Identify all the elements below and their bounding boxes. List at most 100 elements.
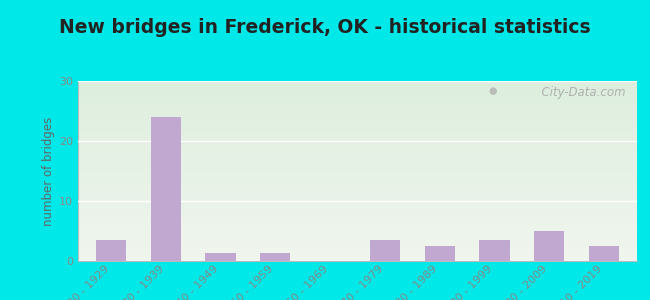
Bar [78, 182, 637, 184]
Bar [78, 157, 637, 158]
Bar [78, 153, 637, 155]
Bar [78, 241, 637, 243]
Bar [78, 117, 637, 119]
Bar [370, 240, 400, 261]
Bar [480, 240, 510, 261]
Bar [78, 256, 637, 257]
Bar [96, 240, 126, 261]
Y-axis label: number of bridges: number of bridges [42, 116, 55, 226]
Text: City-Data.com: City-Data.com [534, 86, 626, 99]
Bar [78, 229, 637, 230]
Bar [534, 231, 564, 261]
Bar [78, 247, 637, 248]
Bar [78, 124, 637, 126]
Bar [78, 166, 637, 167]
Bar [78, 252, 637, 254]
Bar [78, 185, 637, 187]
Bar [78, 92, 637, 94]
Bar [78, 101, 637, 103]
Bar [424, 246, 455, 261]
Bar [78, 184, 637, 185]
Bar [78, 234, 637, 236]
Bar [78, 140, 637, 142]
Bar [78, 126, 637, 128]
Bar [78, 95, 637, 97]
Text: New bridges in Frederick, OK - historical statistics: New bridges in Frederick, OK - historica… [59, 18, 591, 37]
Bar [78, 178, 637, 180]
Bar [78, 151, 637, 153]
Bar [78, 142, 637, 144]
Bar [78, 110, 637, 112]
Bar [78, 248, 637, 250]
Bar [78, 122, 637, 124]
Bar [78, 211, 637, 212]
Bar [78, 112, 637, 113]
Bar [78, 250, 637, 252]
Bar [205, 253, 235, 261]
Bar [78, 144, 637, 146]
Bar [78, 133, 637, 135]
Bar [78, 106, 637, 108]
Bar [78, 212, 637, 214]
Bar [78, 230, 637, 232]
Bar [78, 209, 637, 211]
Bar [78, 90, 637, 92]
Bar [78, 97, 637, 99]
Bar [78, 257, 637, 259]
Bar [78, 225, 637, 227]
Bar [78, 254, 637, 256]
Bar [78, 99, 637, 101]
Bar [78, 202, 637, 203]
Bar [78, 221, 637, 223]
Bar [78, 191, 637, 193]
Bar [78, 203, 637, 205]
Bar [78, 162, 637, 164]
Bar [78, 103, 637, 104]
Bar [78, 239, 637, 241]
Bar [78, 180, 637, 182]
Bar [78, 164, 637, 166]
Bar [78, 131, 637, 133]
Bar [78, 121, 637, 122]
Bar [78, 160, 637, 162]
Bar [78, 167, 637, 169]
Bar [78, 223, 637, 225]
Bar [78, 198, 637, 200]
Bar [78, 104, 637, 106]
Bar [78, 108, 637, 110]
Bar [78, 214, 637, 216]
Bar [78, 113, 637, 115]
Bar [78, 119, 637, 121]
Bar [78, 130, 637, 131]
Bar [78, 259, 637, 261]
Bar [78, 88, 637, 90]
Bar [78, 216, 637, 218]
Bar [78, 193, 637, 194]
Bar [78, 205, 637, 207]
Text: ●: ● [489, 86, 497, 96]
Bar [78, 218, 637, 220]
Bar [78, 115, 637, 117]
Bar [78, 227, 637, 229]
Bar [78, 85, 637, 86]
Bar [78, 243, 637, 245]
Bar [78, 81, 637, 83]
Bar [78, 158, 637, 160]
Bar [78, 137, 637, 139]
Bar [78, 135, 637, 137]
Bar [78, 176, 637, 178]
Bar [260, 253, 291, 261]
Bar [78, 175, 637, 176]
Bar [589, 246, 619, 261]
Bar [78, 189, 637, 191]
Bar [78, 169, 637, 171]
Bar [78, 148, 637, 149]
Bar [78, 207, 637, 209]
Bar [78, 220, 637, 221]
Bar [151, 117, 181, 261]
Bar [78, 171, 637, 173]
Bar [78, 139, 637, 140]
Bar [78, 149, 637, 151]
Bar [78, 146, 637, 148]
Bar [78, 194, 637, 196]
